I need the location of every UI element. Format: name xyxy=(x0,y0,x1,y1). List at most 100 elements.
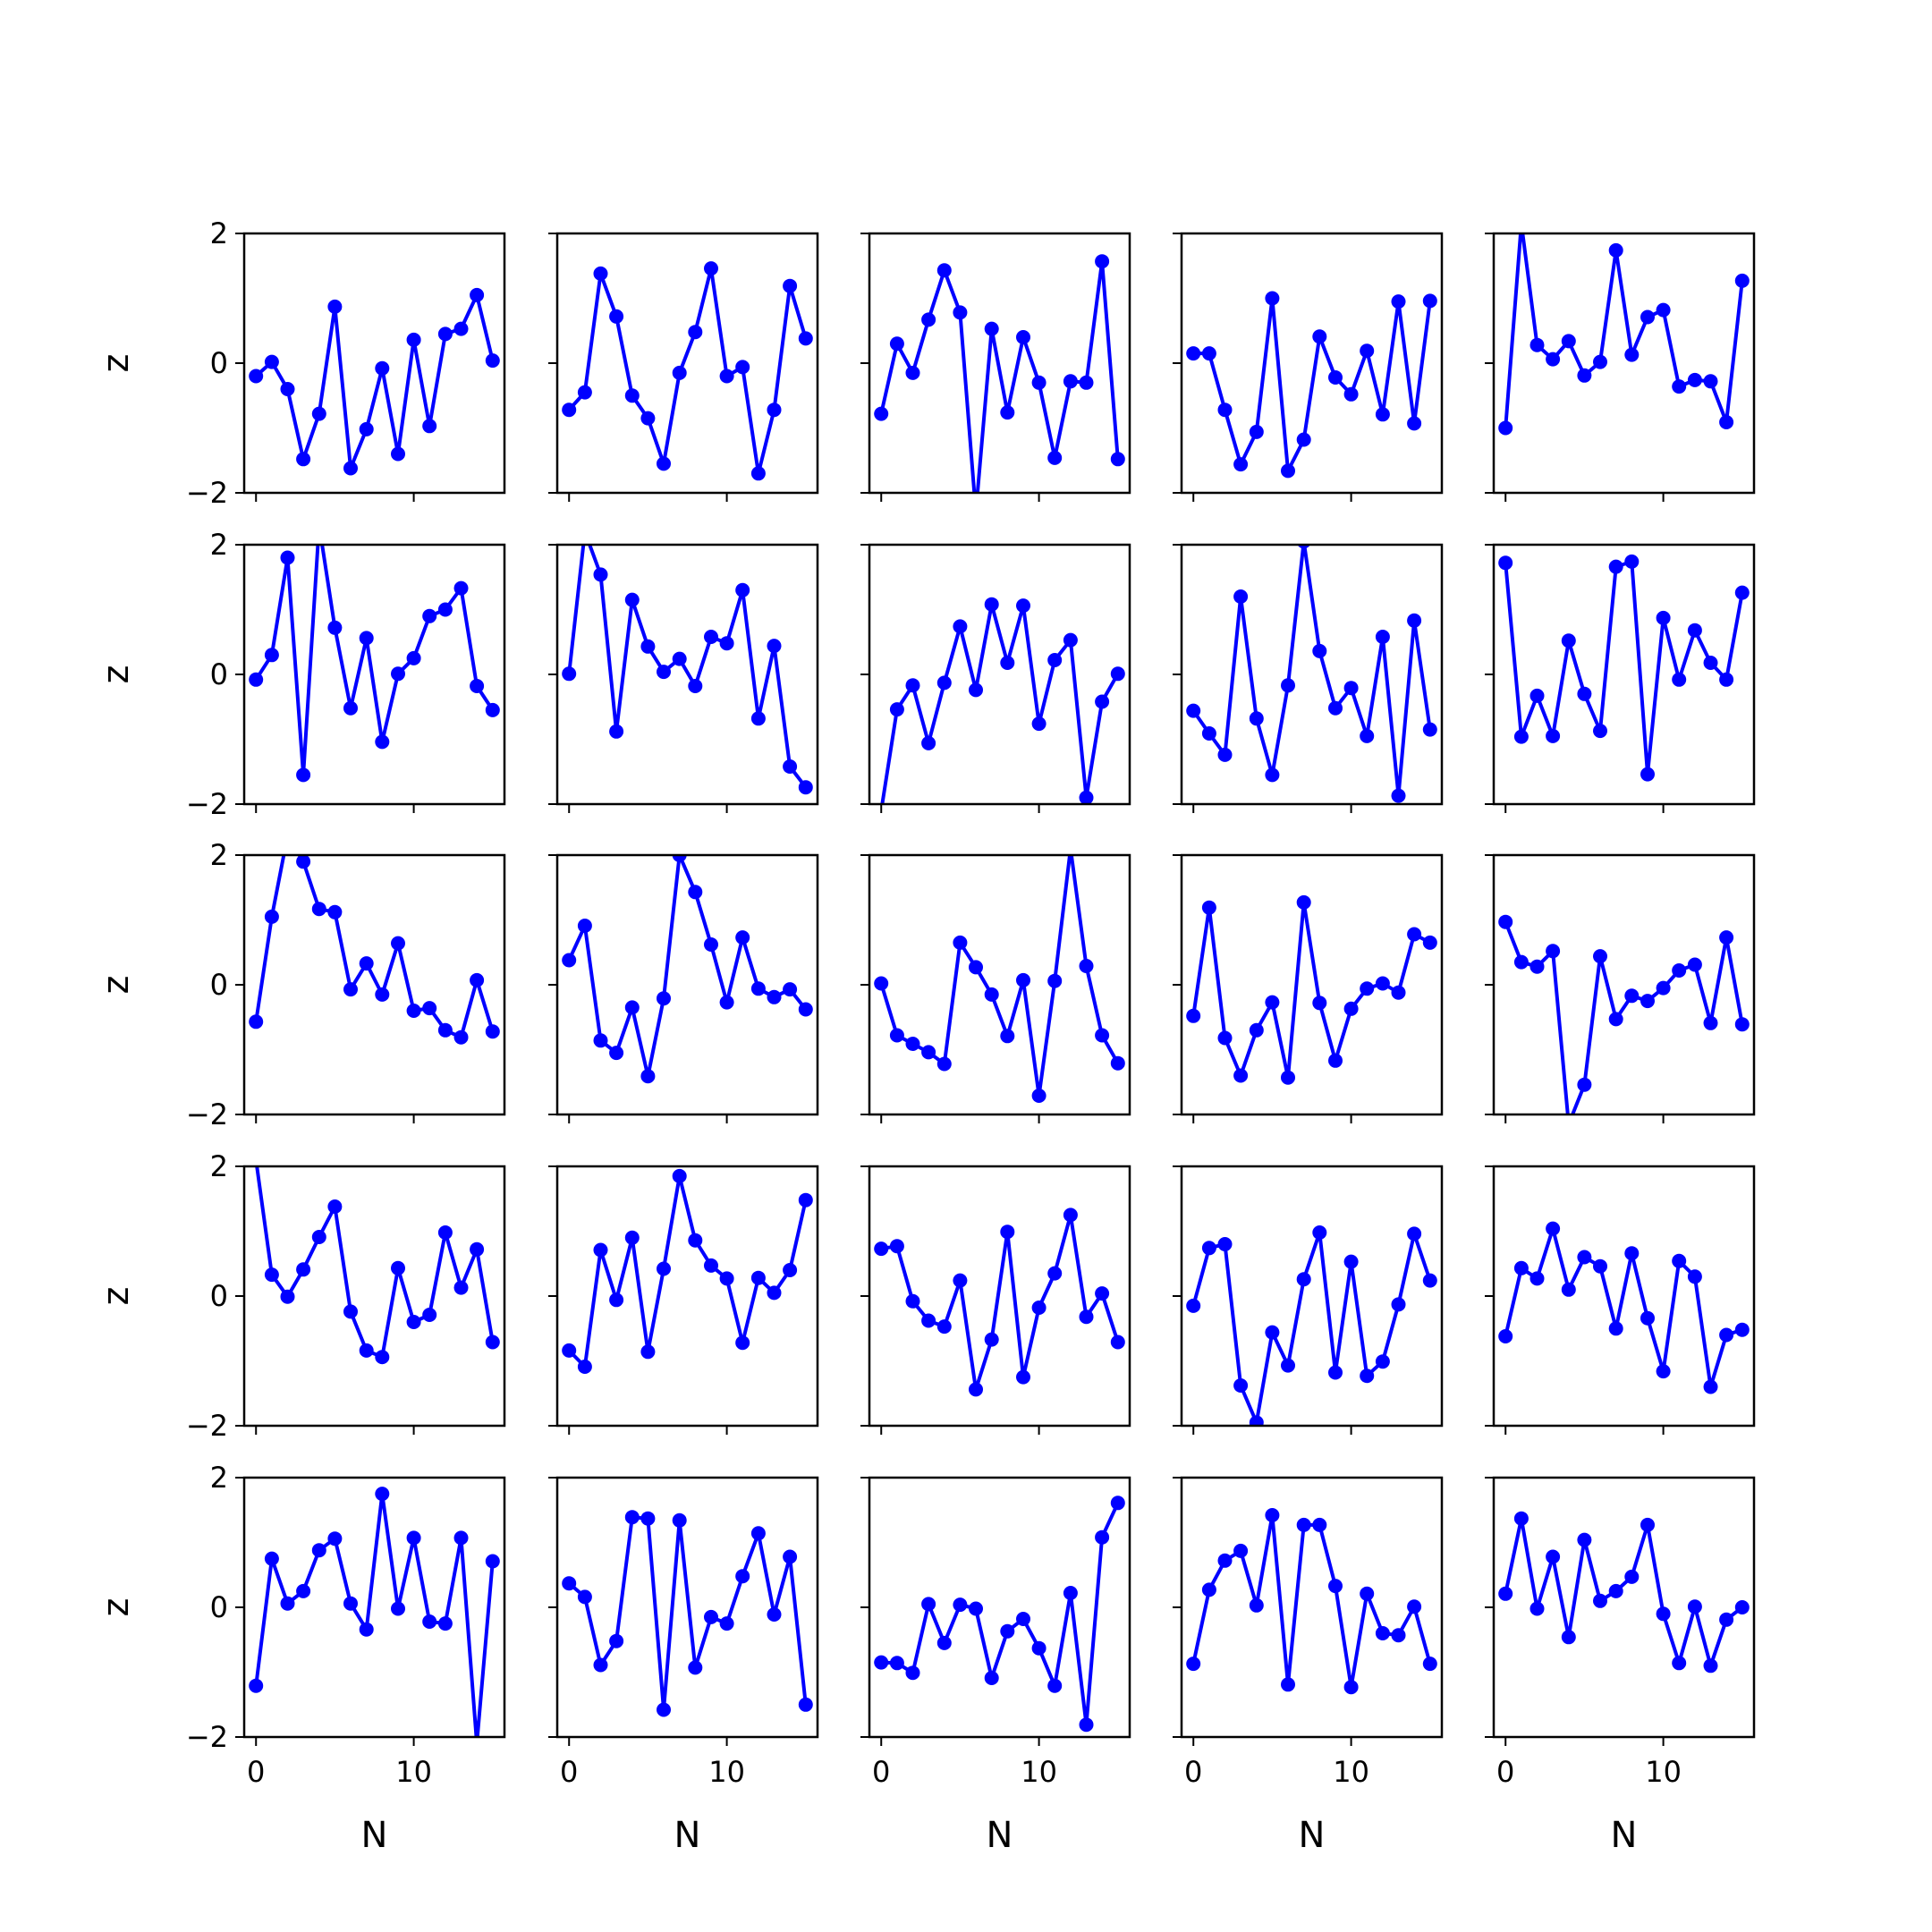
data-point xyxy=(280,382,295,396)
data-point xyxy=(1640,309,1655,325)
data-point xyxy=(1422,1657,1437,1672)
data-point xyxy=(1593,354,1607,369)
data-point xyxy=(1577,1077,1592,1092)
data-point xyxy=(391,936,405,951)
data-point xyxy=(1687,623,1702,638)
data-point xyxy=(1095,254,1110,269)
series-group xyxy=(1186,894,1437,1085)
data-point xyxy=(1640,1310,1655,1326)
data-point xyxy=(1031,716,1046,732)
data-point xyxy=(453,1530,469,1546)
data-point xyxy=(485,1024,500,1039)
data-point xyxy=(767,402,782,418)
series-group xyxy=(1498,1221,1750,1394)
data-point xyxy=(1265,1508,1280,1522)
subplot-r5-c1: 0 10 −2 0 2 z N xyxy=(96,1461,506,1856)
data-point xyxy=(783,1549,798,1564)
series-group xyxy=(1498,554,1750,782)
data-point xyxy=(1016,330,1030,344)
data-point xyxy=(783,1263,798,1277)
data-point xyxy=(1498,1329,1513,1343)
data-point xyxy=(1265,995,1280,1010)
y-tick-label: −2 xyxy=(186,1409,228,1443)
data-point xyxy=(1407,1226,1422,1241)
data-point xyxy=(953,305,968,320)
data-point xyxy=(1265,767,1280,783)
data-point xyxy=(750,981,766,996)
data-point xyxy=(343,982,358,997)
data-point xyxy=(406,650,421,665)
x-tick-label: 10 xyxy=(1645,1755,1682,1789)
data-point xyxy=(1217,747,1233,762)
data-point xyxy=(1000,1623,1015,1639)
data-point xyxy=(1186,346,1201,361)
data-point xyxy=(1186,1657,1201,1672)
series-group xyxy=(1498,233,1750,436)
data-point xyxy=(453,1030,469,1045)
data-point xyxy=(1095,1286,1110,1301)
series-group xyxy=(874,855,1125,1103)
data-point xyxy=(1281,678,1295,693)
data-point xyxy=(1217,1237,1233,1251)
data-point xyxy=(1343,1254,1359,1269)
data-point xyxy=(1561,633,1576,648)
data-point xyxy=(688,885,703,900)
axes-frame xyxy=(1180,1476,1444,1739)
data-point xyxy=(1577,1532,1592,1547)
subplot-r1-c1: −2 0 2 z xyxy=(96,216,506,510)
data-point xyxy=(1703,374,1718,389)
data-point xyxy=(1249,1415,1264,1426)
data-point xyxy=(921,735,936,750)
data-point xyxy=(1186,1298,1201,1313)
data-point xyxy=(1312,329,1327,344)
data-point xyxy=(1063,374,1078,389)
data-point xyxy=(767,1607,782,1622)
series-group xyxy=(562,855,813,1084)
y-tick-label: 2 xyxy=(210,838,228,872)
data-point xyxy=(422,1308,437,1322)
subplot-r5-c4: 0 10N xyxy=(1173,1476,1444,1856)
data-point xyxy=(1217,402,1233,418)
data-point xyxy=(1719,1327,1734,1343)
data-point xyxy=(1391,294,1406,309)
data-point xyxy=(249,369,264,384)
data-point xyxy=(1343,1680,1359,1695)
data-point xyxy=(1217,1030,1233,1046)
data-point xyxy=(422,1614,437,1629)
data-point xyxy=(1079,1717,1094,1733)
data-point xyxy=(767,639,782,654)
data-point xyxy=(1281,1358,1295,1373)
data-point xyxy=(798,780,813,795)
data-point xyxy=(953,935,968,950)
series-group xyxy=(1498,914,1750,1114)
data-point xyxy=(1734,1600,1750,1614)
series-line xyxy=(255,1166,495,1360)
series-line xyxy=(567,1174,808,1368)
data-point xyxy=(1422,935,1437,950)
subplot-r3-c5 xyxy=(1485,853,1756,1123)
data-point xyxy=(969,1382,983,1397)
data-point xyxy=(327,620,343,635)
data-point xyxy=(437,1616,453,1631)
data-point xyxy=(1047,973,1063,988)
data-point xyxy=(1640,1517,1655,1532)
y-tick-label: −2 xyxy=(186,1097,228,1131)
data-point xyxy=(1375,1354,1390,1369)
data-point xyxy=(905,365,920,380)
data-point xyxy=(624,388,640,403)
y-axis-label: z xyxy=(96,665,137,684)
data-point xyxy=(783,982,798,997)
data-point xyxy=(657,991,671,1006)
y-tick-label: 2 xyxy=(210,528,228,562)
data-point xyxy=(1296,1272,1311,1287)
axes-frame xyxy=(242,853,506,1116)
data-point xyxy=(984,1671,999,1685)
data-point xyxy=(562,1343,577,1358)
data-point xyxy=(1624,554,1640,569)
data-point xyxy=(1703,1015,1718,1030)
data-point xyxy=(984,597,999,612)
data-point xyxy=(485,1554,500,1569)
data-point xyxy=(1312,996,1327,1011)
data-point xyxy=(1391,788,1406,803)
